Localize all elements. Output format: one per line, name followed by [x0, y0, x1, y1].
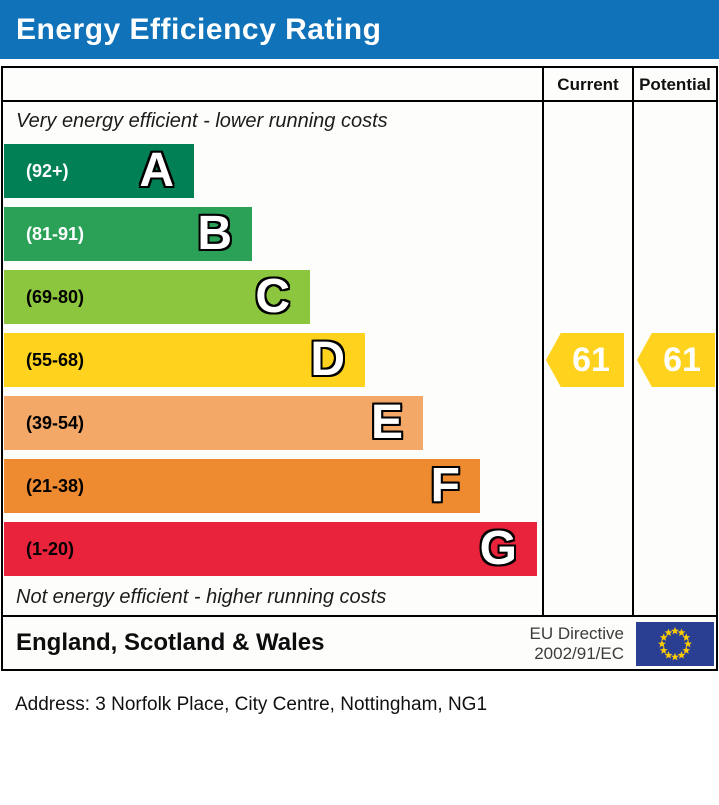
band-e-range-label: (39-54): [26, 412, 85, 433]
band-f-range-label: (21-38): [26, 475, 85, 496]
band-b: (81-91) B: [4, 207, 252, 261]
band-d: (55-68) D: [4, 333, 365, 387]
column-divider-potential: [632, 68, 634, 617]
page-title: Energy Efficiency Rating: [16, 12, 382, 46]
band-g: (1-20) G: [4, 522, 537, 576]
band-e-letter: E: [370, 396, 403, 449]
eu-flag-icon: [636, 622, 714, 666]
caption-very-efficient: Very energy efficient - lower running co…: [16, 110, 388, 132]
footer-region-label: England, Scotland & Wales: [16, 629, 325, 656]
current-rating-arrow: 61: [546, 333, 624, 387]
column-divider-current: [542, 68, 544, 617]
potential-rating-arrow: 61: [637, 333, 715, 387]
current-rating-value: 61: [572, 340, 610, 379]
band-f-letter: F: [430, 459, 460, 512]
band-b-letter: B: [197, 207, 232, 260]
band-g-range-label: (1-20): [26, 538, 75, 559]
column-header-current: Current: [557, 75, 619, 94]
band-d-letter: D: [310, 333, 345, 386]
band-e: (39-54) E: [4, 396, 423, 450]
eu-directive-label: EU Directive 2002/91/EC: [530, 624, 624, 664]
eu-directive-line1: EU Directive: [529, 624, 624, 643]
column-header-potential: Potential: [639, 75, 711, 94]
band-a-letter: A: [139, 144, 174, 197]
footer-divider-line: [3, 615, 716, 617]
band-c: (69-80) C: [4, 270, 310, 324]
epc-chart-frame: Current Potential Very energy efficient …: [1, 66, 718, 671]
title-bar: Energy Efficiency Rating: [0, 0, 719, 59]
band-b-range-label: (81-91): [26, 223, 85, 244]
header-divider-line: [3, 100, 716, 102]
band-g-letter: G: [479, 522, 517, 575]
address-line: Address: 3 Norfolk Place, City Centre, N…: [15, 694, 488, 715]
eu-directive-line2: 2002/91/EC: [534, 644, 624, 663]
band-c-range-label: (69-80): [26, 286, 85, 307]
potential-rating-value: 61: [663, 340, 701, 379]
caption-not-efficient: Not energy efficient - higher running co…: [16, 586, 387, 608]
band-d-range-label: (55-68): [26, 349, 85, 370]
band-a: (92+) A: [4, 144, 194, 198]
band-a-range-label: (92+): [26, 160, 69, 181]
band-f: (21-38) F: [4, 459, 480, 513]
band-c-letter: C: [255, 270, 290, 323]
